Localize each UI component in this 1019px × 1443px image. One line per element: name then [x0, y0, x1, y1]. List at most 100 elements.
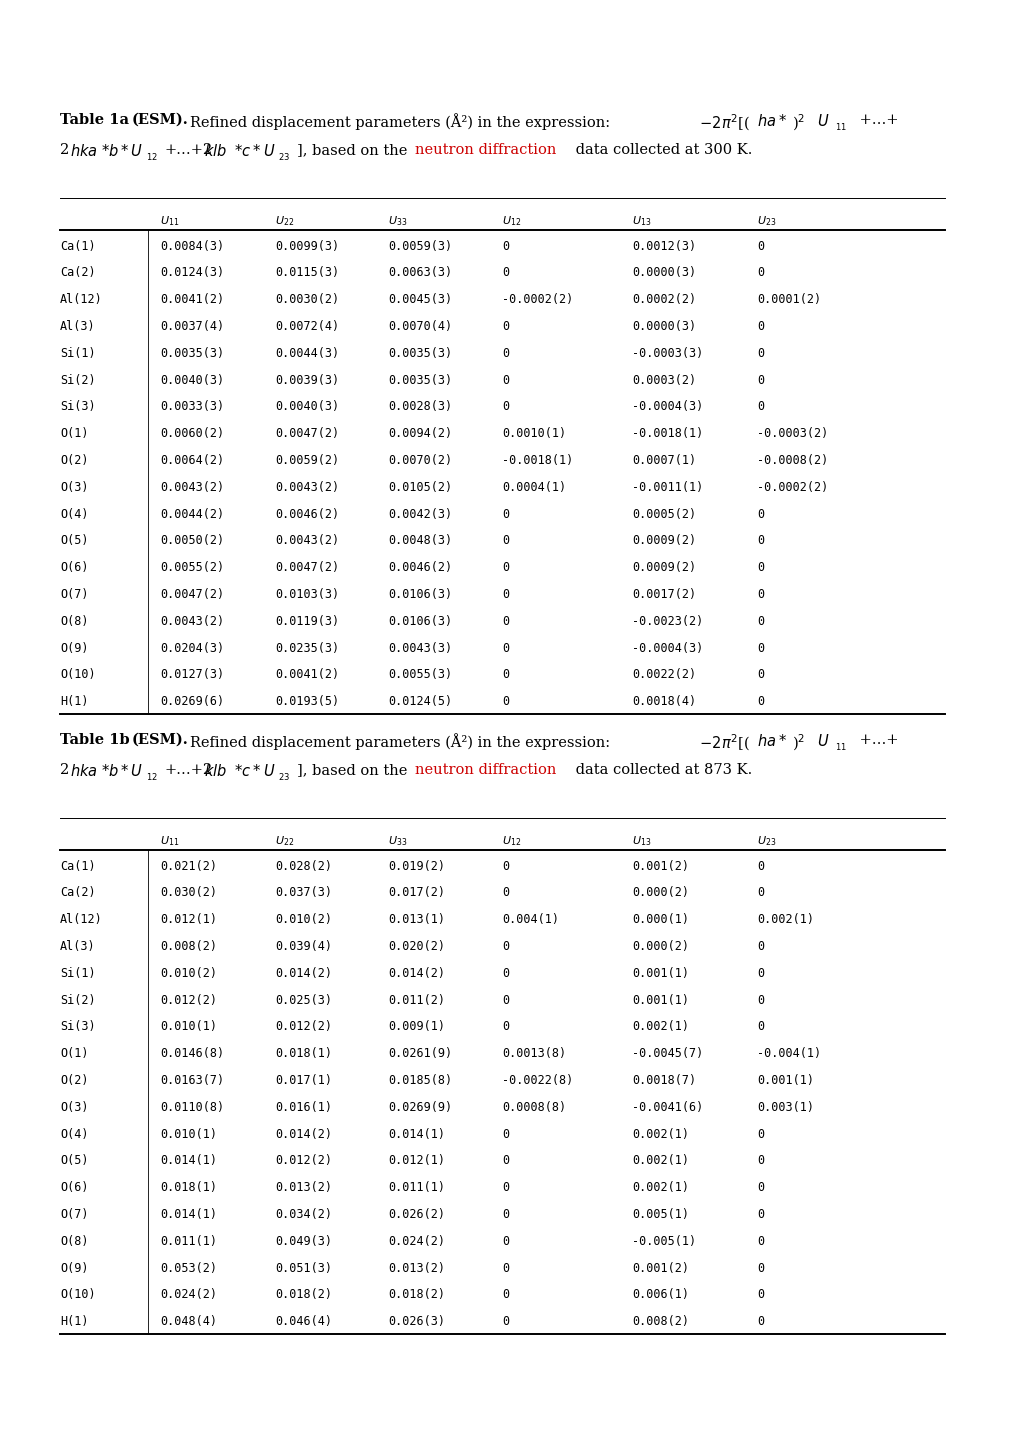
Text: 0.0035(3): 0.0035(3) [387, 374, 451, 387]
Text: 0.0028(3): 0.0028(3) [387, 400, 451, 413]
Text: 0.026(2): 0.026(2) [387, 1208, 444, 1221]
Text: $U_{23}$: $U_{23}$ [756, 834, 775, 848]
Text: $ha*$: $ha*$ [756, 733, 787, 749]
Text: 0.0047(2): 0.0047(2) [275, 427, 338, 440]
Text: 0.053(2): 0.053(2) [160, 1261, 217, 1274]
Text: data collected at 300 K.: data collected at 300 K. [571, 143, 752, 157]
Text: 0.0103(3): 0.0103(3) [275, 587, 338, 600]
Text: Ca(2): Ca(2) [60, 886, 96, 899]
Text: 0.014(2): 0.014(2) [275, 967, 331, 980]
Text: 0.0007(1): 0.0007(1) [632, 455, 695, 468]
Text: $U_{11}$: $U_{11}$ [160, 834, 179, 848]
Text: 0: 0 [756, 1315, 763, 1328]
Text: O(10): O(10) [60, 668, 96, 681]
Text: 0: 0 [756, 320, 763, 333]
Text: $U_{12}$: $U_{12}$ [501, 214, 521, 228]
Text: Ca(2): Ca(2) [60, 267, 96, 280]
Text: 0: 0 [501, 400, 508, 413]
Text: 0.025(3): 0.025(3) [275, 994, 331, 1007]
Text: 0.0012(3): 0.0012(3) [632, 240, 695, 253]
Text: 0: 0 [756, 967, 763, 980]
Text: 0.051(3): 0.051(3) [275, 1261, 331, 1274]
Text: +…+2: +…+2 [165, 763, 213, 776]
Text: 0.0044(2): 0.0044(2) [160, 508, 224, 521]
Text: -0.0004(3): -0.0004(3) [632, 400, 702, 413]
Text: 0.0124(3): 0.0124(3) [160, 267, 224, 280]
Text: Ca(1): Ca(1) [60, 860, 96, 873]
Text: 0.0009(2): 0.0009(2) [632, 534, 695, 547]
Text: $*c*$: $*c*$ [233, 143, 261, 159]
Text: 2: 2 [60, 143, 69, 157]
Text: 0.0041(2): 0.0041(2) [160, 293, 224, 306]
Text: ], based on the: ], based on the [297, 763, 412, 776]
Text: 0.0269(9): 0.0269(9) [387, 1101, 451, 1114]
Text: Al(3): Al(3) [60, 939, 96, 952]
Text: 0.026(3): 0.026(3) [387, 1315, 444, 1328]
Text: 0.004(1): 0.004(1) [501, 913, 558, 926]
Text: O(6): O(6) [60, 561, 89, 574]
Text: 0.018(1): 0.018(1) [160, 1182, 217, 1195]
Text: -0.0002(2): -0.0002(2) [756, 481, 827, 494]
Text: O(3): O(3) [60, 481, 89, 494]
Text: 0.010(2): 0.010(2) [275, 913, 331, 926]
Text: 0.014(1): 0.014(1) [387, 1127, 444, 1140]
Text: 0.048(4): 0.048(4) [160, 1315, 217, 1328]
Text: O(1): O(1) [60, 427, 89, 440]
Text: 0: 0 [501, 1020, 508, 1033]
Text: $U$: $U$ [816, 733, 828, 749]
Text: -0.0018(1): -0.0018(1) [501, 455, 573, 468]
Text: 0.012(1): 0.012(1) [387, 1154, 444, 1167]
Text: 0.017(1): 0.017(1) [275, 1074, 331, 1087]
Text: 0.001(1): 0.001(1) [632, 994, 688, 1007]
Text: 0: 0 [756, 1261, 763, 1274]
Text: )$^{2}$: )$^{2}$ [791, 113, 804, 133]
Text: Refined displacement parameters (Å²) in the expression:: Refined displacement parameters (Å²) in … [190, 113, 609, 130]
Text: $hka$: $hka$ [70, 763, 98, 779]
Text: 0.014(2): 0.014(2) [275, 1127, 331, 1140]
Text: 0.0000(3): 0.0000(3) [632, 267, 695, 280]
Text: $U$: $U$ [129, 143, 143, 159]
Text: +…+2: +…+2 [165, 143, 213, 157]
Text: Table 1b: Table 1b [60, 733, 135, 747]
Text: 0: 0 [501, 508, 508, 521]
Text: $_{11}$: $_{11}$ [835, 120, 846, 133]
Text: $U$: $U$ [263, 143, 275, 159]
Text: -0.005(1): -0.005(1) [632, 1235, 695, 1248]
Text: Si(3): Si(3) [60, 400, 96, 413]
Text: 0.0059(3): 0.0059(3) [387, 240, 451, 253]
Text: 0: 0 [501, 320, 508, 333]
Text: 0.0044(3): 0.0044(3) [275, 346, 338, 359]
Text: 0: 0 [501, 374, 508, 387]
Text: 0: 0 [501, 240, 508, 253]
Text: 0.0039(3): 0.0039(3) [275, 374, 338, 387]
Text: 0.018(2): 0.018(2) [275, 1289, 331, 1302]
Text: 0: 0 [501, 1208, 508, 1221]
Text: $_{23}$: $_{23}$ [278, 150, 289, 163]
Text: 0.016(1): 0.016(1) [275, 1101, 331, 1114]
Text: 0.0002(2): 0.0002(2) [632, 293, 695, 306]
Text: 0.002(1): 0.002(1) [632, 1127, 688, 1140]
Text: O(5): O(5) [60, 1154, 89, 1167]
Text: 0: 0 [756, 534, 763, 547]
Text: 0: 0 [501, 860, 508, 873]
Text: -0.0018(1): -0.0018(1) [632, 427, 702, 440]
Text: 0.0099(3): 0.0099(3) [275, 240, 338, 253]
Text: 0.013(2): 0.013(2) [275, 1182, 331, 1195]
Text: Refined displacement parameters (Å²) in the expression:: Refined displacement parameters (Å²) in … [190, 733, 609, 750]
Text: 0.030(2): 0.030(2) [160, 886, 217, 899]
Text: 0.013(1): 0.013(1) [387, 913, 444, 926]
Text: +…+: +…+ [854, 113, 898, 127]
Text: -0.0023(2): -0.0023(2) [632, 615, 702, 628]
Text: 0.0040(3): 0.0040(3) [275, 400, 338, 413]
Text: -0.0002(2): -0.0002(2) [501, 293, 573, 306]
Text: 0.009(1): 0.009(1) [387, 1020, 444, 1033]
Text: 0.0059(2): 0.0059(2) [275, 455, 338, 468]
Text: 0.0043(2): 0.0043(2) [275, 481, 338, 494]
Text: 0.0055(2): 0.0055(2) [160, 561, 224, 574]
Text: 0.001(1): 0.001(1) [632, 967, 688, 980]
Text: 0: 0 [501, 267, 508, 280]
Text: 0.028(2): 0.028(2) [275, 860, 331, 873]
Text: 0.0033(3): 0.0033(3) [160, 400, 224, 413]
Text: 0: 0 [756, 1208, 763, 1221]
Text: 0.049(3): 0.049(3) [275, 1235, 331, 1248]
